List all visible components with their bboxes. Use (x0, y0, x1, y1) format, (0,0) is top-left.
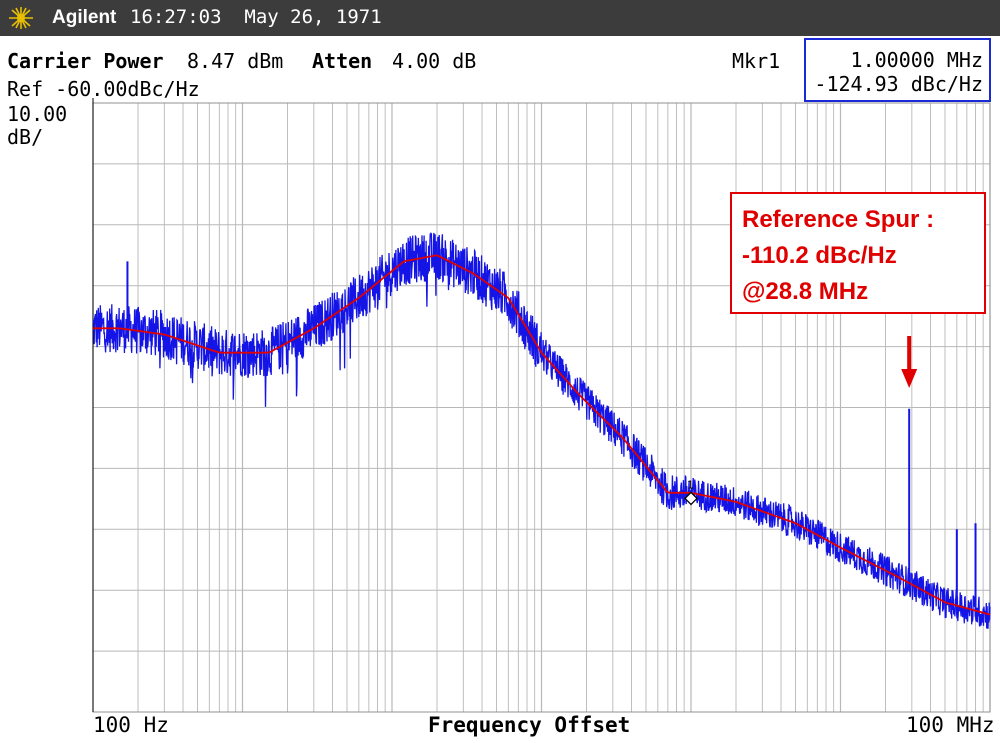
callout-line-1: Reference Spur : (742, 206, 935, 233)
scale-value: 10.00 (7, 102, 68, 126)
carrier-power-value: 8.47 dBm (187, 49, 284, 73)
x-axis-title: Frequency Offset (428, 713, 631, 737)
x-axis-start-label: 100 Hz (93, 713, 169, 737)
spur-arrow (901, 336, 918, 388)
smoothed-trace (93, 254, 991, 616)
atten-label: Atten (312, 49, 373, 73)
title-bar: Agilent 16:27:03 May 26, 1971 (0, 0, 1000, 36)
agilent-spark-icon (9, 7, 33, 29)
reference-spur-callout: Reference Spur : -110.2 dBc/Hz @28.8 MHz (730, 192, 986, 314)
marker-1: 1 (684, 478, 698, 506)
marker-readout-box: 1.00000 MHz -124.93 dBc/Hz (804, 38, 991, 102)
arrow-head (901, 369, 918, 388)
ref-level: Ref -60.00dBc/Hz (7, 77, 200, 101)
callout-line-2: -110.2 dBc/Hz (742, 242, 897, 269)
brand-name: Agilent (52, 7, 117, 28)
marker-number: 1 (687, 478, 694, 491)
x-axis-end-label: 100 MHz (906, 713, 995, 737)
scale-unit: dB/ (7, 125, 44, 149)
carrier-power-label: Carrier Power (7, 49, 164, 73)
noise-trace (92, 232, 991, 629)
timestamp: 16:27:03 May 26, 1971 (130, 6, 382, 28)
spur-lines (126, 261, 977, 617)
marker-frequency: 1.00000 MHz (850, 48, 983, 72)
atten-value: 4.00 dB (392, 49, 477, 73)
plot-grid (92, 98, 991, 713)
marker-label: Mkr1 (732, 49, 781, 73)
marker-diamond (684, 491, 698, 506)
callout-line-3: @28.8 MHz (742, 278, 869, 305)
marker-level: -124.93 dBc/Hz (814, 72, 983, 96)
